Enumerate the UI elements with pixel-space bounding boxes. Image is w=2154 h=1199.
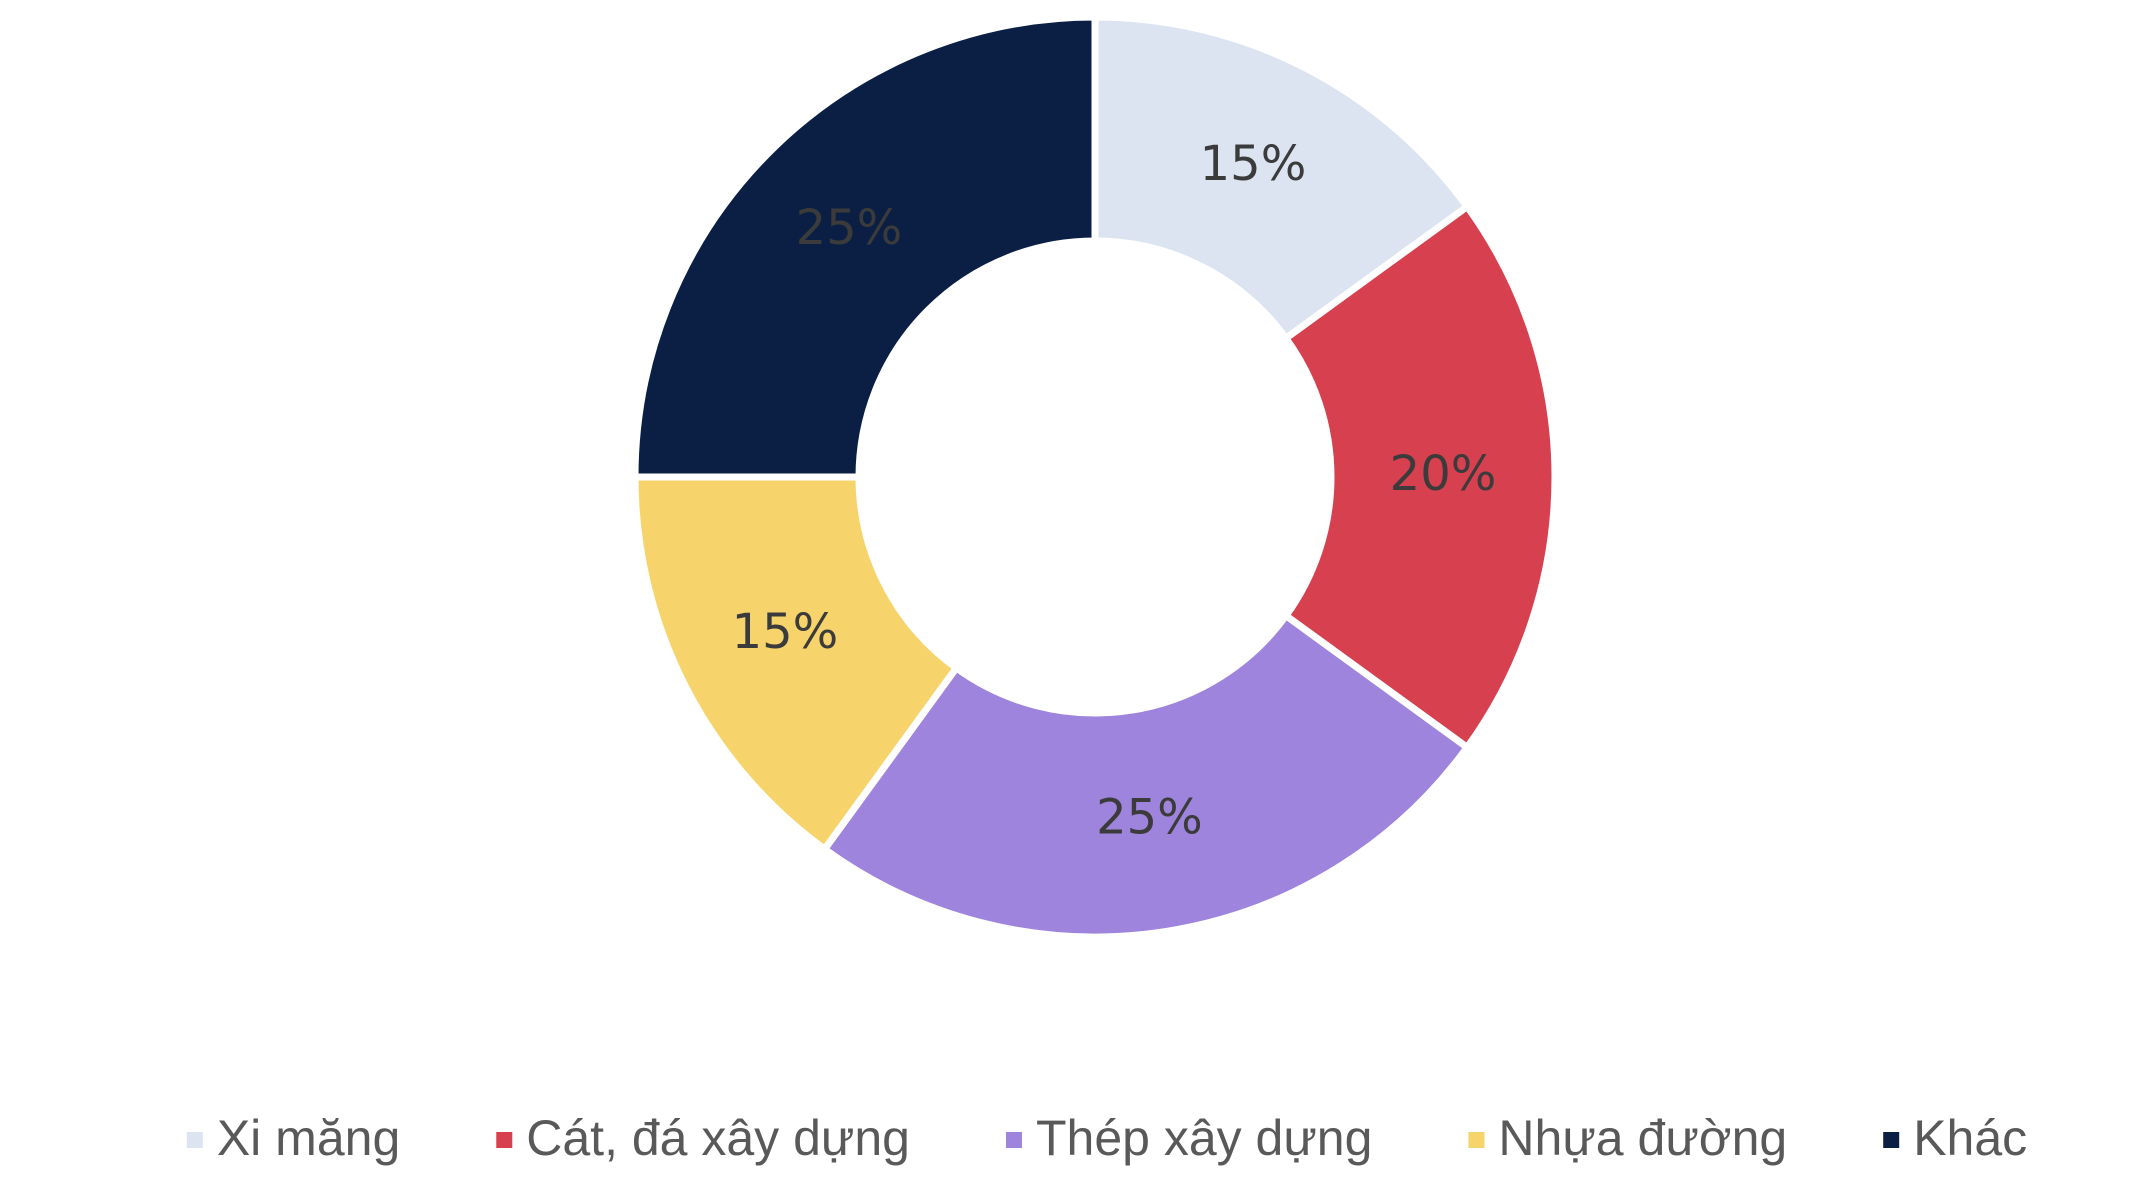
legend-marker [1468,1132,1485,1148]
data-label: 25% [1096,790,1203,846]
legend-label: Thép xây dựng [1036,1110,1372,1166]
data-label: 20% [1390,446,1497,502]
legend-label: Nhựa đường [1498,1110,1787,1166]
legend-label: Xi măng [217,1110,400,1166]
legend-marker [186,1132,203,1148]
donut-segment [631,473,962,855]
legend-marker [1005,1132,1022,1148]
data-label: 15% [1200,136,1307,192]
legend-marker [1883,1132,1900,1148]
legend-marker [496,1132,513,1148]
donut-segment [631,13,1099,481]
data-label: 25% [796,200,903,256]
donut-segment [1091,13,1473,344]
donut-segment [1281,201,1559,753]
data-label: 15% [732,604,839,660]
legend-label: Cát, đá xây dựng [526,1110,910,1166]
legend-label: Khác [1913,1110,2027,1166]
donut-segment [819,610,1473,941]
